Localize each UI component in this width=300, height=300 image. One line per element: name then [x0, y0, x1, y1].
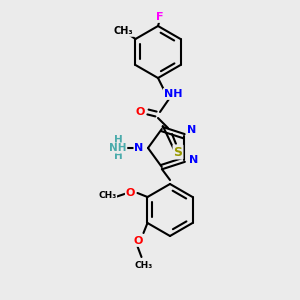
Text: CH₃: CH₃ [98, 191, 117, 200]
Text: N: N [189, 155, 198, 165]
Text: N: N [134, 143, 144, 153]
Text: CH₃: CH₃ [134, 260, 153, 269]
Text: F: F [156, 12, 164, 22]
Text: NH: NH [164, 89, 182, 99]
Text: CH₃: CH₃ [114, 26, 133, 36]
Text: NH: NH [109, 143, 127, 153]
Text: H: H [114, 151, 122, 161]
Text: N: N [187, 125, 196, 135]
Text: O: O [134, 236, 143, 246]
Text: O: O [135, 107, 145, 117]
Text: H: H [114, 135, 122, 145]
Text: O: O [126, 188, 135, 198]
Text: S: S [173, 146, 182, 158]
